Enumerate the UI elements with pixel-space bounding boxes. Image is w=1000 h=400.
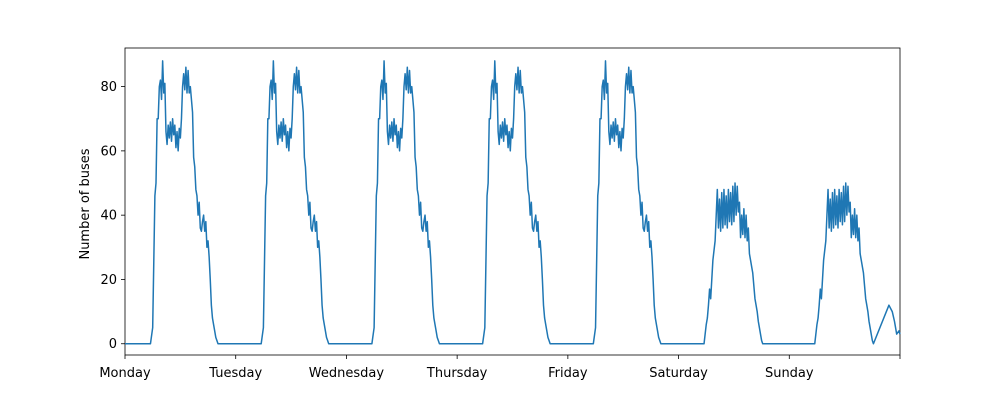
y-tick-label: 80 — [100, 80, 117, 95]
series-layer — [125, 60, 901, 345]
x-tick-label: Monday — [99, 366, 151, 381]
x-axis: Monday Tuesday Wednesday Thursday Friday Satu… — [99, 355, 901, 381]
y-tick-label: 0 — [109, 337, 117, 352]
x-tick-label: Wednesday — [309, 366, 385, 381]
x-tick-label: Saturday — [649, 366, 708, 381]
x-tick-label: Sunday — [765, 366, 814, 381]
y-tick-label: 20 — [100, 273, 117, 288]
x-tick-label: Thursday — [426, 366, 488, 381]
x-tick-label: Tuesday — [208, 366, 262, 381]
plot-frame — [124, 47, 901, 356]
plot-area-border — [124, 47, 901, 356]
series-line — [125, 60, 901, 345]
y-tick-label: 60 — [100, 144, 117, 159]
x-tick-label: Friday — [548, 366, 588, 381]
y-axis: 0 20 40 60 80 — [100, 80, 125, 352]
y-tick-label: 40 — [100, 209, 117, 224]
y-axis-title: Number of buses — [78, 148, 93, 259]
